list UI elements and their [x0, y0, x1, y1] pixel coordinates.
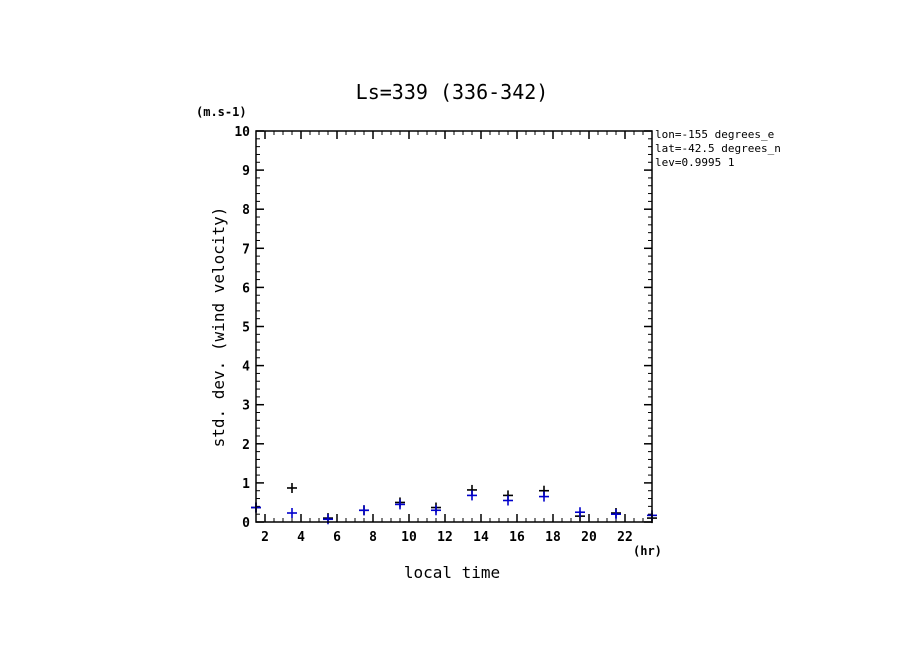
chart-title: Ls=339 (336-342)	[356, 80, 549, 104]
y-axis-label: std. dev. (wind velocity)	[209, 207, 228, 448]
data-point-series-2	[467, 490, 477, 501]
info-annotations: lon=-155 degrees_e lat=-42.5 degrees_n l…	[655, 128, 781, 169]
x-tick-label: 12	[437, 530, 453, 545]
x-tick-label: 22	[617, 530, 633, 545]
data-point-series-2	[575, 507, 585, 518]
data-point-series-2	[395, 499, 405, 510]
data-point-series-2	[539, 491, 549, 502]
y-tick-label: 6	[242, 281, 250, 296]
x-axis-label: local time	[404, 563, 500, 582]
data-point-series-2	[431, 505, 441, 516]
y-axis-unit: (m.s-1)	[196, 105, 247, 119]
x-tick-label: 18	[545, 530, 561, 545]
y-tick-label: 8	[242, 203, 250, 218]
data-point-series-2	[323, 514, 333, 525]
x-tick-label: 6	[333, 530, 341, 545]
y-tick-label: 10	[234, 125, 250, 140]
x-tick-label: 20	[581, 530, 597, 545]
y-tick-label: 5	[242, 321, 250, 336]
x-tick-label: 8	[369, 530, 377, 545]
y-tick-label: 7	[242, 242, 250, 257]
data-point-series-2	[359, 505, 369, 516]
data-point-series-1	[287, 482, 297, 493]
annotation-lon: lon=-155 degrees_e	[655, 128, 774, 141]
annotation-lev: lev=0.9995 1	[655, 156, 734, 169]
x-axis-unit: (hr)	[633, 544, 662, 558]
y-tick-label: 2	[242, 438, 250, 453]
x-tick-label: 10	[401, 530, 417, 545]
data-point-series-2	[611, 509, 621, 520]
data-point-series-2	[287, 508, 297, 519]
y-tick-label: 0	[242, 516, 250, 531]
y-tick-label: 9	[242, 164, 250, 179]
y-tick-label: 1	[242, 477, 250, 492]
x-tick-label: 4	[297, 530, 305, 545]
y-tick-label: 3	[242, 399, 250, 414]
y-tick-label: 4	[242, 360, 250, 375]
data-point-series-2	[503, 495, 513, 506]
x-tick-label: 14	[473, 530, 489, 545]
annotation-lat: lat=-42.5 degrees_n	[655, 142, 781, 155]
x-tick-label: 2	[261, 530, 269, 545]
plot-frame	[255, 130, 653, 523]
x-tick-label: 16	[509, 530, 525, 545]
